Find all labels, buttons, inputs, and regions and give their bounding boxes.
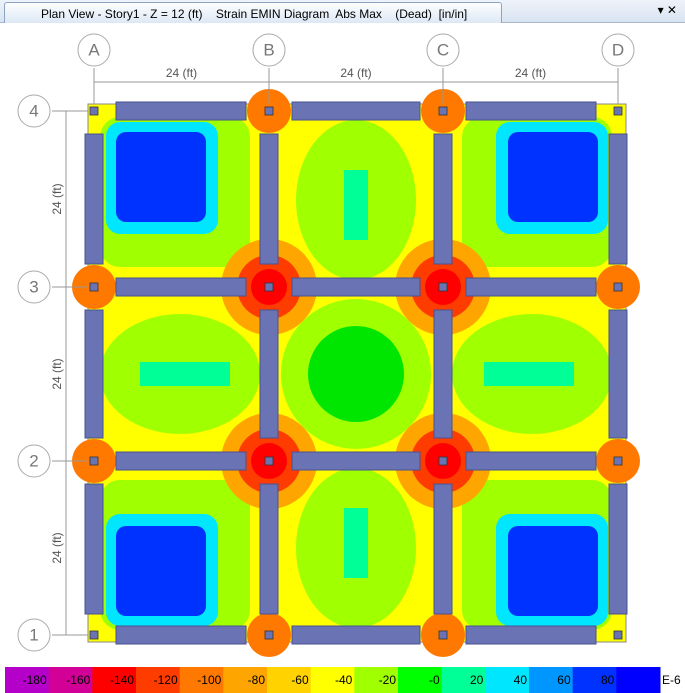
column bbox=[89, 282, 99, 292]
column bbox=[89, 630, 99, 640]
dimension-label: 24 (ft) bbox=[166, 66, 197, 80]
grid-bubble-label: 4 bbox=[29, 101, 38, 120]
legend-label: 20 bbox=[470, 673, 484, 687]
legend-label: -100 bbox=[197, 673, 221, 687]
legend-label: 60 bbox=[557, 673, 571, 687]
legend-label: -140 bbox=[110, 673, 134, 687]
column bbox=[264, 456, 274, 466]
legend-swatch bbox=[485, 667, 530, 693]
legend-swatch bbox=[354, 667, 399, 693]
legend-swatch bbox=[310, 667, 355, 693]
column bbox=[89, 106, 99, 116]
legend-label: -0 bbox=[429, 673, 440, 687]
column bbox=[613, 456, 623, 466]
legend-label: -60 bbox=[291, 673, 309, 687]
grid-bubble-label: C bbox=[437, 40, 449, 59]
legend-swatch bbox=[5, 667, 50, 693]
dimension-label: 24 (ft) bbox=[340, 66, 371, 80]
grid-bubble bbox=[601, 33, 635, 67]
window-controls[interactable]: ▾ ✕ bbox=[657, 3, 677, 17]
contour bbox=[72, 89, 640, 657]
legend-swatch bbox=[48, 667, 93, 693]
legend-swatch bbox=[529, 667, 574, 693]
grid-bubble bbox=[426, 33, 460, 67]
legend-swatch bbox=[179, 667, 224, 693]
column bbox=[613, 106, 623, 116]
grid-bubble-label: 1 bbox=[29, 625, 38, 644]
legend-swatch bbox=[616, 667, 661, 693]
legend-swatch bbox=[398, 667, 443, 693]
dimension-label: 24 (ft) bbox=[50, 183, 64, 214]
column bbox=[264, 282, 274, 292]
legend-unit: E-6 bbox=[662, 673, 681, 687]
window-title: Plan View - Story1 - Z = 12 (ft) Strain … bbox=[41, 7, 468, 21]
grid-bubble-label: 3 bbox=[29, 277, 38, 296]
dimension-label: 24 (ft) bbox=[515, 66, 546, 80]
dimension-label: 24 (ft) bbox=[50, 358, 64, 389]
column bbox=[613, 630, 623, 640]
legend-swatch bbox=[267, 667, 312, 693]
legend-swatch bbox=[92, 667, 137, 693]
legend-label: 80 bbox=[601, 673, 615, 687]
legend-label: -20 bbox=[379, 673, 397, 687]
grid-bubble bbox=[17, 444, 51, 478]
legend-swatch bbox=[572, 667, 617, 693]
grid-bubble-label: D bbox=[612, 40, 624, 59]
grid-bubble-label: A bbox=[88, 40, 100, 59]
legend-label: -40 bbox=[335, 673, 353, 687]
grid-annotations: A B C D 4 3 2 1 24 (ft) 24 (ft) 24 (ft) 24 (ft) 24 (… bbox=[17, 33, 635, 652]
tab[interactable]: Plan View - Story1 - Z = 12 (ft) Strain … bbox=[4, 2, 502, 23]
column bbox=[613, 282, 623, 292]
grid-bubble bbox=[77, 33, 111, 67]
dimension-label: 24 (ft) bbox=[50, 532, 64, 563]
column bbox=[264, 630, 274, 640]
grid-bubble bbox=[17, 618, 51, 652]
legend-label: -160 bbox=[66, 673, 90, 687]
grid-bubble bbox=[17, 270, 51, 304]
grid-bubble bbox=[17, 94, 51, 128]
title-bar: Plan View - Story1 - Z = 12 (ft) Strain … bbox=[0, 0, 685, 23]
legend-swatch bbox=[441, 667, 486, 693]
column bbox=[438, 106, 448, 116]
legend-label: -120 bbox=[154, 673, 178, 687]
grid-bubble-label: B bbox=[263, 40, 274, 59]
column bbox=[438, 456, 448, 466]
column bbox=[264, 106, 274, 116]
column bbox=[89, 456, 99, 466]
grid-bubble-label: 2 bbox=[29, 451, 38, 470]
legend-swatch bbox=[136, 667, 181, 693]
legend-swatch bbox=[223, 667, 268, 693]
legend-label: 40 bbox=[514, 673, 528, 687]
plan-view: A B C D 4 3 2 1 24 (ft) 24 (ft) 24 (ft) 24 (ft) 24 (… bbox=[5, 33, 681, 693]
column bbox=[438, 282, 448, 292]
legend-label: -80 bbox=[248, 673, 266, 687]
legend-label: -180 bbox=[23, 673, 47, 687]
column bbox=[438, 630, 448, 640]
color-legend: -180 -160 -140 -120 -100 -80 -60 -40 -20 -0 20 40 60… bbox=[5, 667, 681, 693]
grid-bubble bbox=[252, 33, 286, 67]
